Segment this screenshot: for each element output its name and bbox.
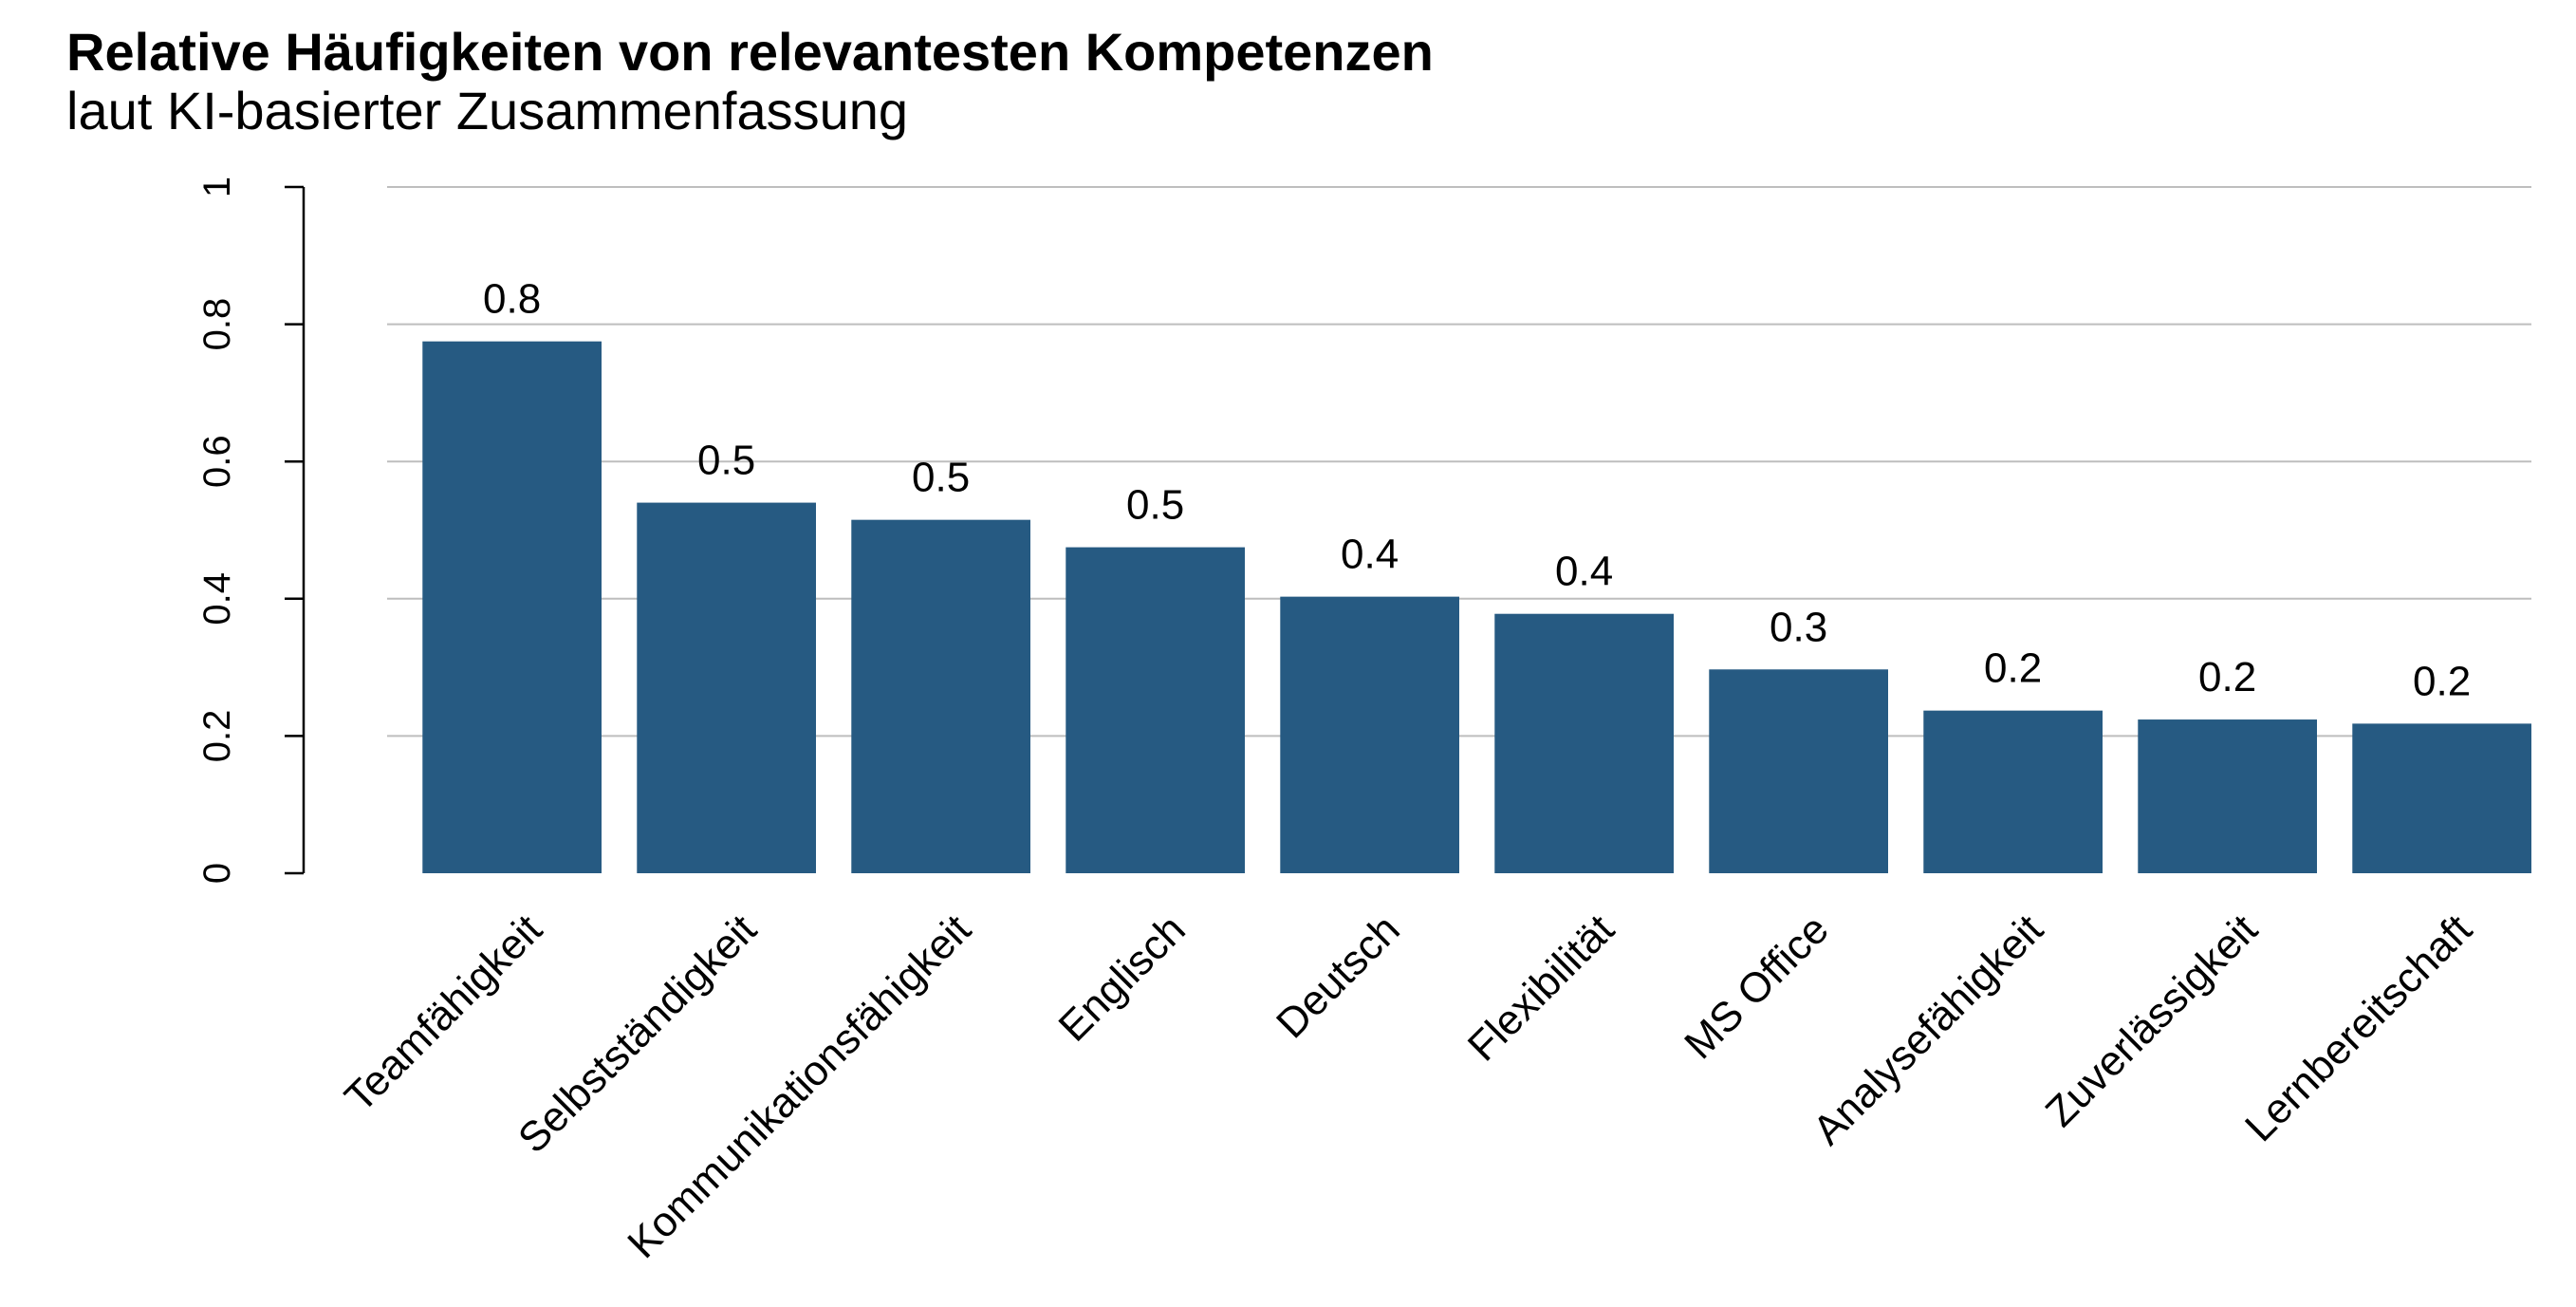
bar xyxy=(2138,719,2317,873)
data-label: 0.5 xyxy=(912,455,970,501)
y-tick-label: 0.8 xyxy=(196,298,238,351)
bar xyxy=(1494,613,1674,873)
data-label: 0.2 xyxy=(2198,654,2256,700)
data-label: 0.4 xyxy=(1341,532,1399,578)
bars xyxy=(422,341,2531,873)
bar xyxy=(1066,547,1245,873)
x-tick-label: Lernbereitschaft xyxy=(2236,906,2481,1150)
x-tick-label: Kommunikationsfähigkeit xyxy=(619,906,980,1267)
data-label: 0.5 xyxy=(1126,482,1184,529)
bar xyxy=(1709,669,1888,873)
bar xyxy=(2352,723,2531,873)
x-axis-labels: TeamfähigkeitSelbstständigkeitKommunikat… xyxy=(336,906,2481,1267)
bar xyxy=(1280,596,1459,873)
x-tick-label: Teamfähigkeit xyxy=(336,906,551,1121)
data-label: 0.2 xyxy=(1984,645,2042,692)
y-tick-label: 0.2 xyxy=(196,710,238,763)
data-label: 0.8 xyxy=(483,276,541,323)
chart-title: Relative Häufigkeiten von relevantesten … xyxy=(66,22,1434,82)
data-labels: 0.8 0.5 0.5 0.5 0.4 0.4 0.3 0.2 0.2 0.2 xyxy=(483,276,2471,705)
bar xyxy=(637,502,816,873)
x-tick-label: Deutsch xyxy=(1268,906,1409,1047)
x-tick-label: Analysefähigkeit xyxy=(1805,906,2052,1153)
bar xyxy=(422,341,602,873)
chart-subtitle: laut KI-basierter Zusammenfassung xyxy=(66,81,908,140)
y-axis: 0 0.2 0.4 0.6 0.8 1 xyxy=(196,177,306,884)
data-label: 0.3 xyxy=(1770,604,1827,650)
x-tick-label: MS Office xyxy=(1676,906,1838,1068)
y-tick-label: 0 xyxy=(196,863,238,884)
bar xyxy=(851,519,1030,873)
y-tick-label: 0.4 xyxy=(196,572,238,625)
y-tick-label: 0.6 xyxy=(196,435,238,488)
data-label: 0.2 xyxy=(2413,658,2471,704)
x-tick-label: Zuverlässigkeit xyxy=(2037,906,2267,1135)
data-label: 0.4 xyxy=(1555,549,1613,595)
y-tick-label: 1 xyxy=(196,177,238,197)
data-label: 0.5 xyxy=(697,438,755,484)
x-tick-label: Englisch xyxy=(1050,906,1195,1050)
x-tick-label: Selbstständigkeit xyxy=(510,906,766,1162)
bar xyxy=(1923,710,2103,873)
x-tick-label: Flexibilität xyxy=(1459,906,1623,1070)
